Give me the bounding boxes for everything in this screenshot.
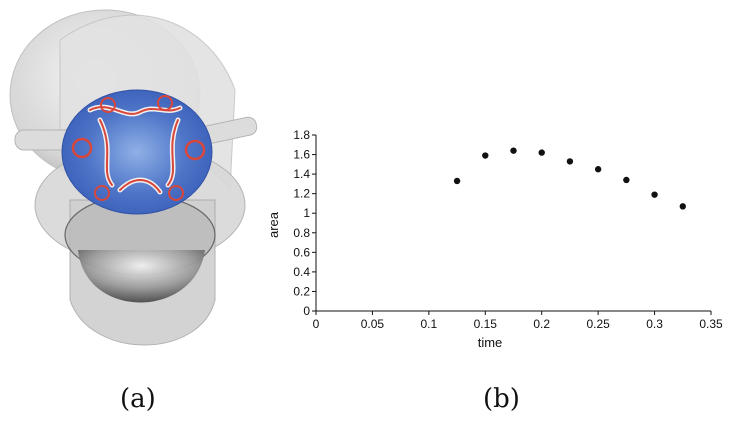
chart-points — [453, 147, 686, 210]
data-point — [594, 166, 602, 173]
data-point — [510, 147, 517, 154]
y-tick-label: 0.2 — [293, 284, 310, 298]
flow-visualization-image — [9, 9, 258, 346]
data-point — [482, 152, 489, 159]
x-tick-label: 0.35 — [699, 317, 723, 331]
y-tick-label: 1.6 — [293, 148, 310, 162]
x-tick-label: 0.3 — [646, 317, 663, 331]
y-tick-label: 0.8 — [293, 226, 310, 240]
y-tick-label: 1 — [303, 206, 310, 220]
chart-axes — [315, 135, 711, 312]
y-tick-label: 0.6 — [293, 245, 310, 259]
chart-ticks: 0 0.05 0.1 0.15 0.2 0.25 0.3 0.35 0 0.2 0.4 0.6 0.8 1… — [293, 128, 723, 331]
x-axis-label: time — [478, 335, 503, 350]
data-point — [453, 177, 461, 185]
y-tick-label: 1.8 — [293, 128, 310, 142]
y-tick-label: 1.4 — [293, 167, 310, 181]
data-point — [566, 158, 574, 165]
x-tick-label: 0.05 — [361, 317, 385, 331]
area-vs-time-chart: 0 0.05 0.1 0.15 0.2 0.25 0.3 0.35 0 0.2 0.4 0.6 0.8 1… — [266, 128, 723, 350]
x-tick-label: 0.25 — [586, 317, 610, 331]
panel-a-caption: (a) — [120, 384, 156, 414]
y-tick-label: 0 — [303, 304, 310, 318]
x-tick-label: 0.1 — [421, 317, 438, 331]
x-tick-label: 0 — [313, 317, 320, 331]
x-tick-label: 0.15 — [474, 317, 498, 331]
data-point — [651, 191, 658, 198]
y-tick-label: 1.2 — [293, 187, 310, 201]
data-point — [623, 176, 630, 184]
y-axis-label: area — [266, 211, 281, 238]
panel-b-caption: (b) — [483, 384, 520, 414]
y-tick-label: 0.4 — [293, 265, 310, 279]
data-point — [679, 203, 686, 210]
x-tick-label: 0.2 — [533, 317, 550, 331]
data-point — [538, 149, 545, 156]
